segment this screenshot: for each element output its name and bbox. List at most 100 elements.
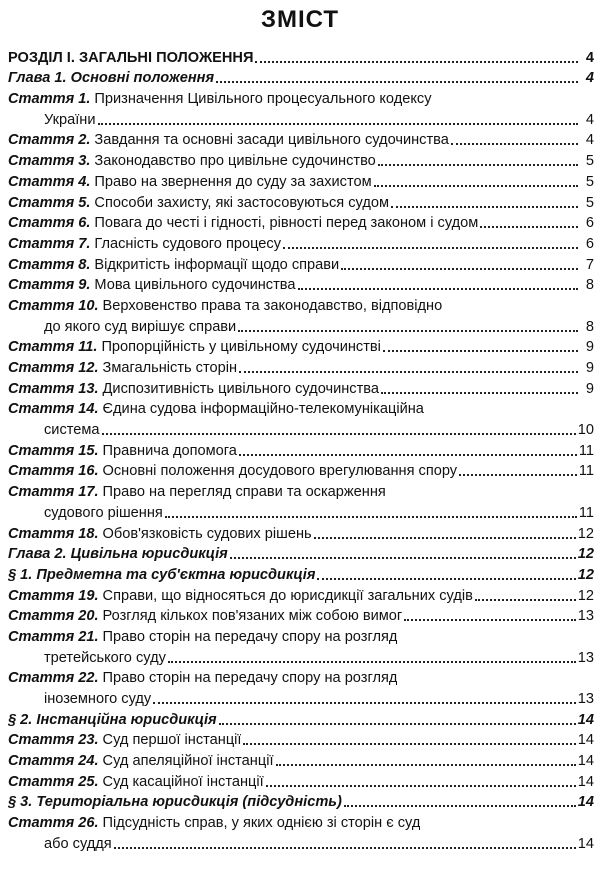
entry-text: Повага до честі і гідності, рівності пер… — [94, 215, 479, 232]
toc-entry: Стаття 16. Основні положення досудового в… — [8, 460, 594, 481]
entry-text: Основні положення досудового врегулюванн… — [102, 463, 458, 480]
entry-text: Відкритість інформації щодо справи — [94, 256, 340, 273]
toc-entry: до якого суд вирішує справи 8 — [8, 315, 594, 336]
entry-text: § 3. Територіальна юрисдикція (підсудніс… — [8, 794, 342, 811]
entry-text: Гласність судового процесу — [94, 235, 282, 252]
entry-text-wrap: Стаття 8. Відкритість інформації щодо спр… — [8, 256, 339, 274]
dot-leader — [265, 784, 576, 787]
entry-text: Справи, що відносяться до юрисдикції заг… — [102, 587, 473, 604]
entry-text-wrap: Стаття 26. Підсудність справ, у яких одні… — [8, 814, 420, 832]
toc-entry: Стаття 25. Суд касаційної інстанції 14 — [8, 770, 594, 791]
dot-leader — [459, 474, 577, 477]
dot-leader — [218, 722, 576, 725]
entry-text-wrap: Стаття 22. Право сторін на передачу спору… — [8, 669, 397, 687]
page-number: 5 — [585, 194, 594, 211]
entry-label: Стаття 1. — [8, 91, 91, 108]
page-number: 12 — [577, 566, 594, 583]
entry-text-wrap: Стаття 11. Пропорційність у цивільному су… — [8, 338, 381, 356]
dot-leader — [153, 702, 576, 704]
toc-entry: Стаття 4. Право на звернення до суду за з… — [8, 170, 594, 191]
page-number: 9 — [585, 380, 594, 397]
toc-entry: Стаття 2. Завдання та основні засади циві… — [8, 129, 594, 150]
entry-text-wrap: Стаття 6. Повага до честі і гідності, рів… — [8, 214, 478, 232]
entry-text-wrap: Стаття 23. Суд першої інстанції — [8, 731, 241, 749]
page-number: 14 — [577, 753, 594, 770]
entry-text-wrap: Стаття 14. Єдина судова інформаційно-теле… — [8, 400, 424, 418]
entry-text: Право сторін на передачу спору на розгля… — [102, 670, 398, 687]
entry-text-wrap: Стаття 15. Правнича допомога — [8, 442, 237, 460]
entry-text-wrap: Стаття 16. Основні положення досудового в… — [8, 462, 457, 480]
toc-entry: Стаття 23. Суд першої інстанції 14 — [8, 729, 594, 750]
entry-text: § 1. Предметна та суб'єктна юрисдикція — [8, 566, 316, 583]
dot-leader — [474, 598, 576, 601]
toc-entry: третейського суду 13 — [8, 646, 594, 667]
toc-entry: Стаття 21. Право сторін на передачу спору… — [8, 625, 594, 646]
page-number: 12 — [577, 525, 594, 542]
entry-text-wrap: § 2. Інстанційна юрисдикція — [8, 711, 217, 729]
toc-entry: Стаття 15. Правнича допомога 11 — [8, 439, 594, 460]
page-number: 5 — [585, 153, 594, 170]
page-number: 7 — [585, 256, 594, 273]
dot-leader — [313, 536, 576, 539]
toc-entry: Стаття 9. Мова цивільного судочинства 8 — [8, 274, 594, 295]
toc-entry: Стаття 3. Законодавство про цивільне судо… — [8, 149, 594, 170]
toc-entry: Стаття 8. Відкритість інформації щодо спр… — [8, 253, 594, 274]
entry-text: Змагальність сторін — [102, 360, 238, 376]
dot-leader — [243, 743, 576, 746]
toc-entry: Стаття 5. Способи захисту, які застосовую… — [8, 191, 594, 212]
toc-entry: Стаття 18. Обов'язковість судових рішень 1… — [8, 522, 594, 543]
dot-leader — [97, 122, 578, 125]
entry-text: Пропорційність у цивільному судочинстві — [101, 339, 381, 356]
entry-text-wrap: Стаття 3. Законодавство про цивільне судо… — [8, 152, 376, 170]
entry-label: Стаття 20. — [8, 608, 99, 625]
entry-text-wrap: Глава 1. Основні положення — [8, 69, 214, 87]
dot-leader — [381, 391, 578, 394]
toc-entry: Стаття 22. Право сторін на передачу спору… — [8, 667, 594, 688]
toc-entry: § 3. Територіальна юрисдикція (підсудніс… — [8, 791, 594, 812]
entry-text: третейського суду — [44, 649, 166, 666]
entry-text-wrap: Глава 2. Цивільна юрисдикція — [8, 545, 228, 563]
toc-entry: Стаття 13. Диспозитивність цивільного суд… — [8, 377, 594, 398]
entry-text-wrap: Стаття 21. Право сторін на передачу спору… — [8, 628, 397, 646]
dot-leader — [391, 205, 578, 208]
entry-text: Суд апеляційної інстанції — [102, 753, 274, 770]
entry-label: Стаття 7. — [8, 235, 91, 252]
entry-text: § 2. Інстанційна юрисдикція — [8, 711, 217, 728]
entry-text: Суд першої інстанції — [102, 732, 242, 749]
dot-leader — [216, 81, 578, 84]
page-number: 4 — [585, 132, 594, 149]
dot-leader — [283, 246, 578, 249]
entry-label: Стаття 2. — [8, 132, 91, 149]
entry-text-wrap: Стаття 18. Обов'язковість судових рішень — [8, 525, 312, 543]
entry-text-wrap: система — [44, 421, 100, 439]
entry-text: до якого суд вирішує справи — [44, 318, 237, 335]
entry-label: Стаття 24. — [8, 753, 99, 770]
entry-text-wrap: судового рішення — [44, 504, 163, 522]
page-number: 6 — [585, 235, 594, 252]
entry-text: судового рішення — [44, 504, 163, 521]
page-number: 14 — [577, 794, 594, 811]
entry-text-wrap: Стаття 17. Право на перегляд справи та ос… — [8, 483, 386, 501]
entry-label: Стаття 15. — [8, 442, 99, 459]
entry-text: Обов'язковість судових рішень — [102, 525, 312, 542]
dot-leader — [101, 433, 576, 436]
entry-text: Законодавство про цивільне судочинство — [94, 153, 376, 170]
entry-text: Способи захисту, які застосовуються судо… — [94, 194, 390, 211]
page-number: 8 — [585, 277, 594, 294]
toc-entry: судового рішення 11 — [8, 501, 594, 522]
toc-entry: Стаття 6. Повага до честі і гідності, рів… — [8, 212, 594, 233]
entry-text: Призначення Цивільного процесуального ко… — [94, 91, 432, 108]
entry-label: Стаття 26. — [8, 815, 99, 832]
page-number: 14 — [577, 711, 594, 728]
entry-label: Стаття 11. — [8, 339, 98, 356]
entry-text-wrap: РОЗДІЛ І. ЗАГАЛЬНІ ПОЛОЖЕННЯ — [8, 49, 253, 67]
entry-label: Стаття 10. — [8, 297, 99, 314]
entry-text: Право на звернення до суду за захистом — [94, 173, 372, 190]
toc-entry: Стаття 20. Розгляд кількох пов'язаних між… — [8, 605, 594, 626]
entry-text: України — [44, 111, 96, 128]
page-number: 14 — [577, 732, 594, 749]
entry-text-wrap: Стаття 1. Призначення Цивільного процесуа… — [8, 90, 432, 108]
entry-text-wrap: Стаття 20. Розгляд кількох пов'язаних між… — [8, 607, 402, 625]
page-number: 11 — [578, 504, 594, 521]
